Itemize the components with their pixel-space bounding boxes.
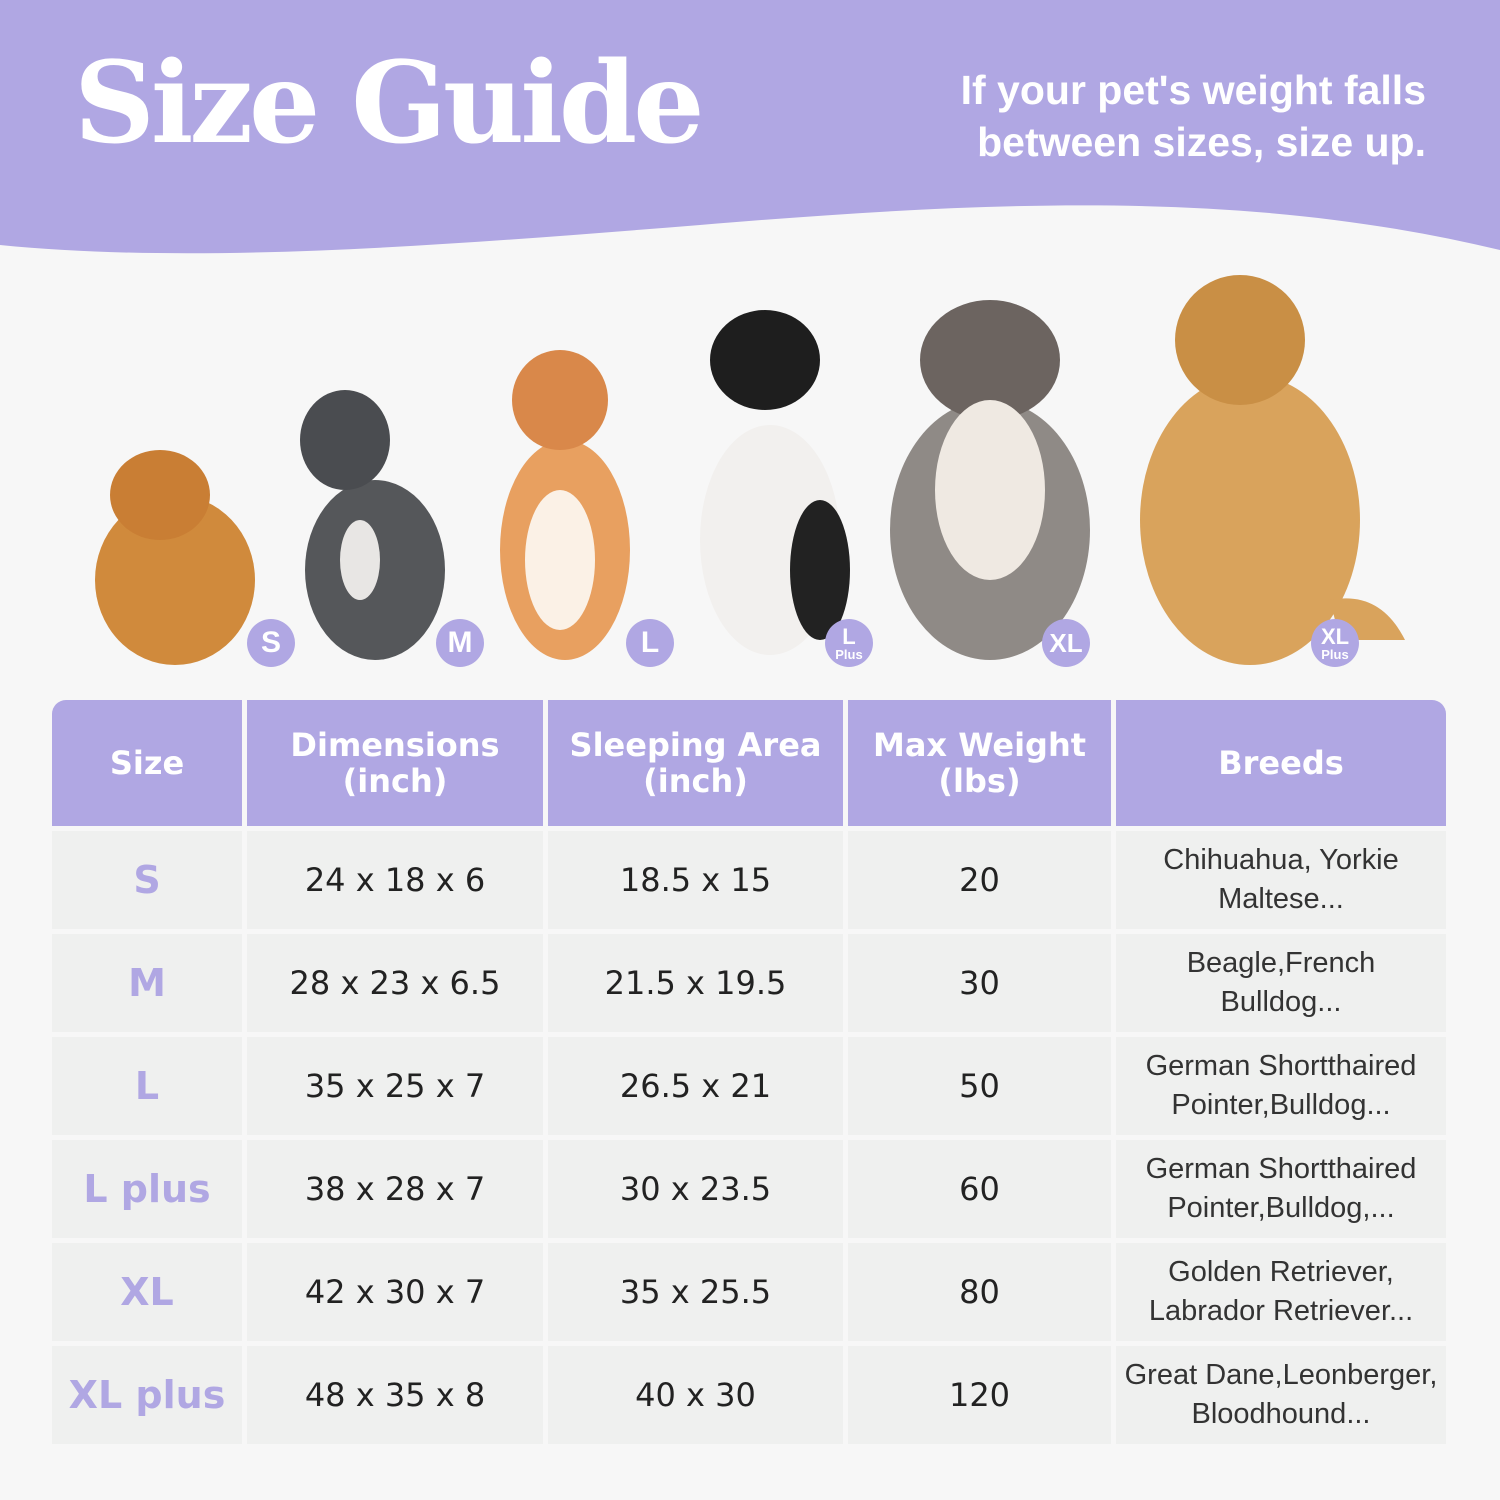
badge-sublabel: Plus	[835, 646, 863, 662]
size-cell: L plus	[52, 1140, 242, 1238]
header-label: Breeds	[1218, 744, 1344, 782]
badge-label: L	[842, 623, 856, 649]
breeds-line: Labrador Retriever...	[1148, 1295, 1414, 1327]
badge-label: XL	[1049, 628, 1083, 658]
golden-retriever-image	[1140, 275, 1405, 665]
size-cell: XL plus	[52, 1346, 242, 1444]
shiba-inu-image	[500, 350, 630, 660]
border-collie-image	[700, 310, 850, 655]
dimensions-cell: 28 x 23 x 6.5	[247, 934, 543, 1032]
header-dimensions: Dimensions (inch)	[247, 700, 543, 826]
breeds-line: Bloodhound...	[1191, 1398, 1371, 1430]
sleeping-area-cell: 21.5 x 19.5	[548, 934, 843, 1032]
dimensions-cell: 48 x 35 x 8	[247, 1346, 543, 1444]
dimensions-cell: 35 x 25 x 7	[247, 1037, 543, 1135]
breeds-line: German Shortthaired	[1145, 1153, 1417, 1185]
table-row: XL 42 x 30 x 7 35 x 25.5 80 Golden Retriever…	[52, 1243, 1446, 1341]
breeds-cell: German Shortthaired Pointer,Bulldog,...	[1116, 1140, 1446, 1238]
breeds-line: Great Dane,Leonberger,	[1124, 1359, 1438, 1391]
badge-label: L	[640, 626, 660, 659]
french-bulldog-image	[300, 390, 445, 660]
dimensions-cell: 38 x 28 x 7	[247, 1140, 543, 1238]
size-badge-xl-plus: XL Plus	[1311, 619, 1359, 667]
breeds-cell: German Shortthaired Pointer,Bulldog...	[1116, 1037, 1446, 1135]
max-weight-cell: 20	[848, 831, 1111, 929]
sleeping-area-cell: 35 x 25.5	[548, 1243, 843, 1341]
header-label: Max Weight	[872, 726, 1087, 764]
size-badge-l: L	[626, 619, 674, 667]
badge-sublabel: Plus	[1321, 646, 1349, 662]
size-badge-m: M	[436, 619, 484, 667]
size-cell: S	[52, 831, 242, 929]
breeds-line: Chihuahua, Yorkie	[1163, 844, 1399, 876]
breeds-line: German Shortthaired	[1145, 1050, 1417, 1082]
badge-label: XL	[1320, 623, 1350, 649]
table-row: XL plus 48 x 35 x 8 40 x 30 120 Great Dane,L…	[52, 1346, 1446, 1444]
header-label: Sleeping Area	[569, 726, 822, 764]
badge-label: M	[447, 626, 473, 659]
size-badge-s: S	[247, 619, 295, 667]
header-size: Size	[52, 700, 242, 826]
header-unit: (lbs)	[938, 762, 1021, 800]
breeds-line: Maltese...	[1218, 883, 1344, 915]
table-row: L plus 38 x 28 x 7 30 x 23.5 60 German Short…	[52, 1140, 1446, 1238]
breeds-line: Pointer,Bulldog,...	[1167, 1192, 1395, 1224]
badge-label: S	[260, 626, 281, 659]
australian-shepherd-image	[890, 300, 1090, 660]
breeds-line: Pointer,Bulldog...	[1171, 1089, 1391, 1121]
breeds-cell: Great Dane,Leonberger, Bloodhound...	[1116, 1346, 1446, 1444]
header-label: Size	[109, 744, 185, 782]
size-badge-l-plus: L Plus	[825, 619, 873, 667]
table-row: S 24 x 18 x 6 18.5 x 15 20 Chihuahua, Yorkie…	[52, 831, 1446, 929]
size-cell: M	[52, 934, 242, 1032]
page-title: Size Guide	[74, 38, 704, 169]
header-max-weight: Max Weight (lbs)	[848, 700, 1111, 826]
size-cell: L	[52, 1037, 242, 1135]
max-weight-cell: 120	[848, 1346, 1111, 1444]
dimensions-cell: 42 x 30 x 7	[247, 1243, 543, 1341]
breeds-line: Golden Retriever,	[1168, 1256, 1394, 1288]
breeds-cell: Chihuahua, Yorkie Maltese...	[1116, 831, 1446, 929]
sleeping-area-cell: 18.5 x 15	[548, 831, 843, 929]
breeds-cell: Beagle,French Bulldog...	[1116, 934, 1446, 1032]
size-tip: If your pet's weight falls between sizes…	[960, 67, 1426, 165]
header-banner	[0, 0, 1500, 254]
header-unit: (inch)	[342, 762, 448, 800]
breeds-line: Bulldog...	[1220, 986, 1342, 1018]
header-label: Dimensions	[290, 726, 500, 764]
header-sleeping-area: Sleeping Area (inch)	[548, 700, 843, 826]
breeds-line: Beagle,French	[1186, 947, 1376, 979]
header-unit: (inch)	[643, 762, 748, 800]
pomeranian-image	[95, 450, 255, 665]
size-badge-xl: XL	[1042, 619, 1090, 667]
breeds-cell: Golden Retriever, Labrador Retriever...	[1116, 1243, 1446, 1341]
max-weight-cell: 30	[848, 934, 1111, 1032]
sleeping-area-cell: 40 x 30	[548, 1346, 843, 1444]
size-cell: XL	[52, 1243, 242, 1341]
dimensions-cell: 24 x 18 x 6	[247, 831, 543, 929]
dog-photos	[95, 275, 1405, 665]
header-breeds: Breeds	[1116, 700, 1446, 826]
table-header-row: Size Dimensions (inch) Sleeping Area (inch…	[52, 700, 1446, 826]
max-weight-cell: 50	[848, 1037, 1111, 1135]
table-row: M 28 x 23 x 6.5 21.5 x 19.5 30 Beagle,French…	[52, 934, 1446, 1032]
max-weight-cell: 80	[848, 1243, 1111, 1341]
size-table: Size Dimensions (inch) Sleeping Area (inch…	[52, 700, 1446, 1449]
sleeping-area-cell: 30 x 23.5	[548, 1140, 843, 1238]
table-row: L 35 x 25 x 7 26.5 x 21 50 German Shortthair…	[52, 1037, 1446, 1135]
max-weight-cell: 60	[848, 1140, 1111, 1238]
sleeping-area-cell: 26.5 x 21	[548, 1037, 843, 1135]
